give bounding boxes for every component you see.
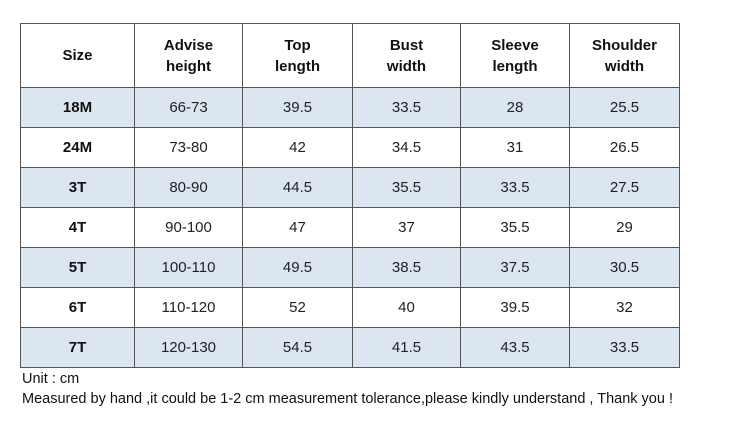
cell-shoulder-width: 26.5	[569, 127, 680, 168]
cell-shoulder-width: 29	[569, 207, 680, 248]
cell-bust-width: 33.5	[352, 87, 461, 128]
cell-shoulder-width: 33.5	[569, 327, 680, 368]
cell-advise-height: 120-130	[134, 327, 243, 368]
cell-sleeve-length: 33.5	[460, 167, 570, 208]
cell-shoulder-width: 27.5	[569, 167, 680, 208]
header-row: Size Advise height Top length Bust width Sl…	[20, 23, 680, 88]
cell-top-length: 52	[242, 287, 353, 328]
tolerance-note: Measured by hand ,it could be 1-2 cm mea…	[22, 391, 673, 407]
cell-size: 18M	[20, 87, 135, 128]
cell-size: 7T	[20, 327, 135, 368]
cell-top-length: 42	[242, 127, 353, 168]
cell-sleeve-length: 31	[460, 127, 570, 168]
size-chart-table: Size Advise height Top length Bust width Sl…	[20, 23, 680, 368]
table-row: 3T 80-90 44.5 35.5 33.5 27.5	[20, 167, 680, 208]
cell-top-length: 47	[242, 207, 353, 248]
header-bust-width: Bust width	[352, 23, 461, 88]
cell-size: 3T	[20, 167, 135, 208]
cell-size: 6T	[20, 287, 135, 328]
cell-advise-height: 100-110	[134, 247, 243, 288]
table-row: 5T 100-110 49.5 38.5 37.5 30.5	[20, 247, 680, 288]
cell-top-length: 54.5	[242, 327, 353, 368]
cell-advise-height: 66-73	[134, 87, 243, 128]
header-size: Size	[20, 23, 135, 88]
cell-advise-height: 90-100	[134, 207, 243, 248]
table-row: 24M 73-80 42 34.5 31 26.5	[20, 127, 680, 168]
size-table-body: 18M 66-73 39.5 33.5 28 25.5 24M 73-80 42 34.5 31 26…	[20, 87, 680, 368]
cell-advise-height: 80-90	[134, 167, 243, 208]
cell-top-length: 39.5	[242, 87, 353, 128]
header-advise-height: Advise height	[134, 23, 243, 88]
cell-sleeve-length: 35.5	[460, 207, 570, 248]
cell-bust-width: 34.5	[352, 127, 461, 168]
cell-size: 4T	[20, 207, 135, 248]
table-row: 6T 110-120 52 40 39.5 32	[20, 287, 680, 328]
cell-shoulder-width: 32	[569, 287, 680, 328]
cell-advise-height: 110-120	[134, 287, 243, 328]
header-shoulder-width: Shoulder width	[569, 23, 680, 88]
cell-bust-width: 38.5	[352, 247, 461, 288]
cell-shoulder-width: 30.5	[569, 247, 680, 288]
table-row: 7T 120-130 54.5 41.5 43.5 33.5	[20, 327, 680, 368]
cell-size: 24M	[20, 127, 135, 168]
cell-shoulder-width: 25.5	[569, 87, 680, 128]
cell-bust-width: 37	[352, 207, 461, 248]
cell-advise-height: 73-80	[134, 127, 243, 168]
cell-bust-width: 41.5	[352, 327, 461, 368]
cell-sleeve-length: 39.5	[460, 287, 570, 328]
table-row: 18M 66-73 39.5 33.5 28 25.5	[20, 87, 680, 128]
table-row: 4T 90-100 47 37 35.5 29	[20, 207, 680, 248]
unit-note: Unit : cm	[22, 371, 80, 387]
cell-size: 5T	[20, 247, 135, 288]
cell-top-length: 49.5	[242, 247, 353, 288]
notes: Unit : cm Measured by hand ,it could be …	[22, 369, 673, 409]
cell-bust-width: 40	[352, 287, 461, 328]
cell-top-length: 44.5	[242, 167, 353, 208]
cell-sleeve-length: 37.5	[460, 247, 570, 288]
header-top-length: Top length	[242, 23, 353, 88]
cell-sleeve-length: 28	[460, 87, 570, 128]
cell-sleeve-length: 43.5	[460, 327, 570, 368]
cell-bust-width: 35.5	[352, 167, 461, 208]
header-sleeve-length: Sleeve length	[460, 23, 570, 88]
